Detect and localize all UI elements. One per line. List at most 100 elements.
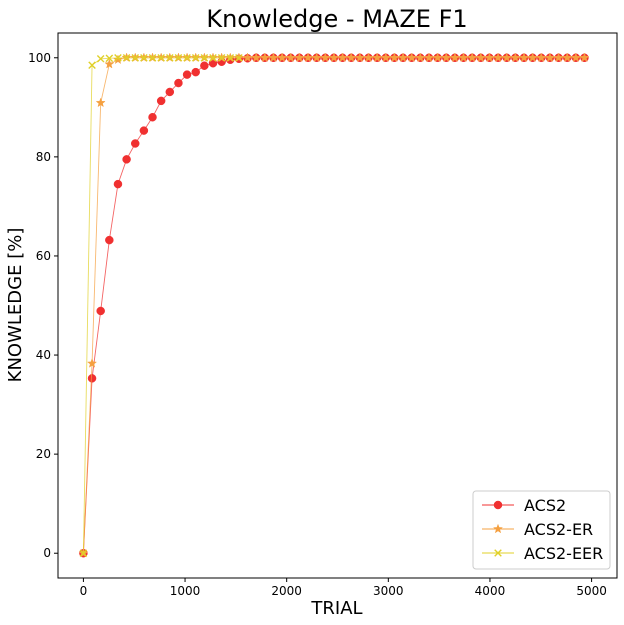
legend-label: ACS2-ER <box>524 520 593 539</box>
data-point-acs2-er <box>242 52 253 63</box>
series-acs2 <box>79 53 589 558</box>
x-tick-label: 0 <box>80 584 88 598</box>
data-point-acs2-er <box>562 52 573 63</box>
x-tick-label: 4000 <box>475 584 506 598</box>
data-point-acs2-er <box>570 52 581 63</box>
data-point-acs2-er <box>389 52 400 63</box>
data-point-acs2-eer <box>235 53 243 62</box>
data-point-acs2-er <box>268 52 279 63</box>
data-point-acs2-eer <box>96 54 105 63</box>
data-point-acs2-er <box>95 97 106 108</box>
data-point-acs2-er <box>579 52 590 63</box>
data-point-acs2-er <box>536 52 547 63</box>
data-point-acs2-er <box>441 52 452 63</box>
data-point-acs2-er <box>294 52 305 63</box>
data-point-acs2-er <box>423 52 435 63</box>
data-point-acs2-er <box>259 52 270 63</box>
legend-box <box>472 490 611 570</box>
data-point-acs2-er <box>458 52 469 63</box>
chart-title: Knowledge - MAZE F1 <box>206 5 467 33</box>
data-point-acs2-er <box>553 52 564 63</box>
y-tick-label: 100 <box>28 51 51 65</box>
data-point-acs2 <box>105 235 114 245</box>
data-point-acs2-eer <box>226 53 235 62</box>
data-point-acs2 <box>182 70 192 79</box>
data-point-acs2 <box>87 374 97 383</box>
data-point-acs2-er <box>328 52 340 63</box>
data-point-acs2-er <box>475 52 486 63</box>
legend-marker <box>493 500 503 510</box>
data-point-acs2-er <box>320 52 331 63</box>
plot-area: 0 1000 2000 3000 4000 5000 0 20 40 60 80 100 <box>28 32 618 598</box>
legend: ACS2 ACS2-ER ACS2-EER <box>472 490 611 570</box>
legend-item-acs2: ACS2 <box>482 496 566 515</box>
data-point-acs2-er <box>346 52 357 63</box>
series-layer <box>78 52 590 558</box>
x-axis: 0 1000 2000 3000 4000 5000 <box>80 578 607 598</box>
series-line-acs2 <box>82 57 585 554</box>
y-tick-label: 80 <box>36 150 51 164</box>
data-point-acs2 <box>191 67 200 77</box>
data-point-acs2-er <box>467 52 478 63</box>
data-point-acs2-er <box>311 52 322 63</box>
data-point-acs2-er <box>493 52 504 63</box>
data-point-acs2-er <box>415 52 426 63</box>
data-point-acs2-er <box>449 52 460 63</box>
y-axis-title: KNOWLEDGE [%] <box>5 228 26 383</box>
x-tick-label: 3000 <box>373 584 404 598</box>
data-point-acs2-er <box>251 52 262 63</box>
data-point-acs2 <box>122 155 131 164</box>
data-point-acs2-er <box>354 52 365 63</box>
data-point-acs2-er <box>372 52 383 63</box>
data-point-acs2-eer <box>166 53 174 62</box>
x-axis-title: TRIAL <box>310 598 362 619</box>
data-point-acs2-er <box>104 58 115 69</box>
data-point-acs2-er <box>112 54 124 65</box>
data-point-acs2-er <box>363 52 374 63</box>
data-point-acs2-er <box>380 52 391 63</box>
data-point-acs2-er <box>337 52 348 63</box>
data-point-acs2-eer <box>174 53 183 62</box>
data-point-acs2-er <box>518 52 530 63</box>
data-point-acs2-er <box>432 52 443 63</box>
data-point-acs2-er <box>544 52 555 63</box>
data-point-acs2 <box>200 61 209 70</box>
data-point-acs2-eer <box>200 53 209 62</box>
data-point-acs2-er <box>86 358 98 368</box>
data-point-acs2 <box>139 126 149 135</box>
data-point-acs2 <box>130 139 140 148</box>
data-point-acs2-eer <box>157 53 165 62</box>
data-point-acs2-er <box>501 52 512 63</box>
data-point-acs2-er <box>277 52 288 63</box>
data-point-acs2 <box>165 87 175 97</box>
data-point-acs2 <box>148 112 157 122</box>
data-point-acs2 <box>174 78 183 88</box>
x-tick-label: 1000 <box>170 584 201 598</box>
data-point-acs2-eer <box>88 61 96 69</box>
y-tick-label: 20 <box>36 447 51 461</box>
legend-label: ACS2-EER <box>524 544 603 563</box>
data-point-acs2-eer <box>191 53 200 62</box>
data-point-acs2-er <box>484 52 495 63</box>
y-axis: 0 20 40 60 80 100 <box>28 51 58 560</box>
series-acs2-er <box>78 52 590 558</box>
data-point-acs2-eer <box>79 549 88 558</box>
data-point-acs2 <box>96 306 105 316</box>
x-tick-label: 2000 <box>271 584 302 598</box>
legend-marker <box>494 549 502 557</box>
y-tick-label: 60 <box>36 249 51 263</box>
x-tick-label: 5000 <box>576 584 607 598</box>
data-point-acs2 <box>113 179 123 189</box>
data-point-acs2-eer <box>122 53 131 62</box>
data-point-acs2-eer <box>148 53 157 62</box>
data-point-acs2-eer <box>114 53 122 62</box>
legend-item-acs2-eer: ACS2-EER <box>482 544 603 563</box>
data-point-acs2-er <box>406 52 417 63</box>
data-point-acs2-er <box>510 52 521 63</box>
plot-frame <box>57 32 618 579</box>
data-point-acs2-eer <box>209 53 217 62</box>
y-tick-label: 0 <box>43 546 51 560</box>
data-point-acs2-eer <box>105 54 114 63</box>
data-point-acs2 <box>156 96 166 106</box>
